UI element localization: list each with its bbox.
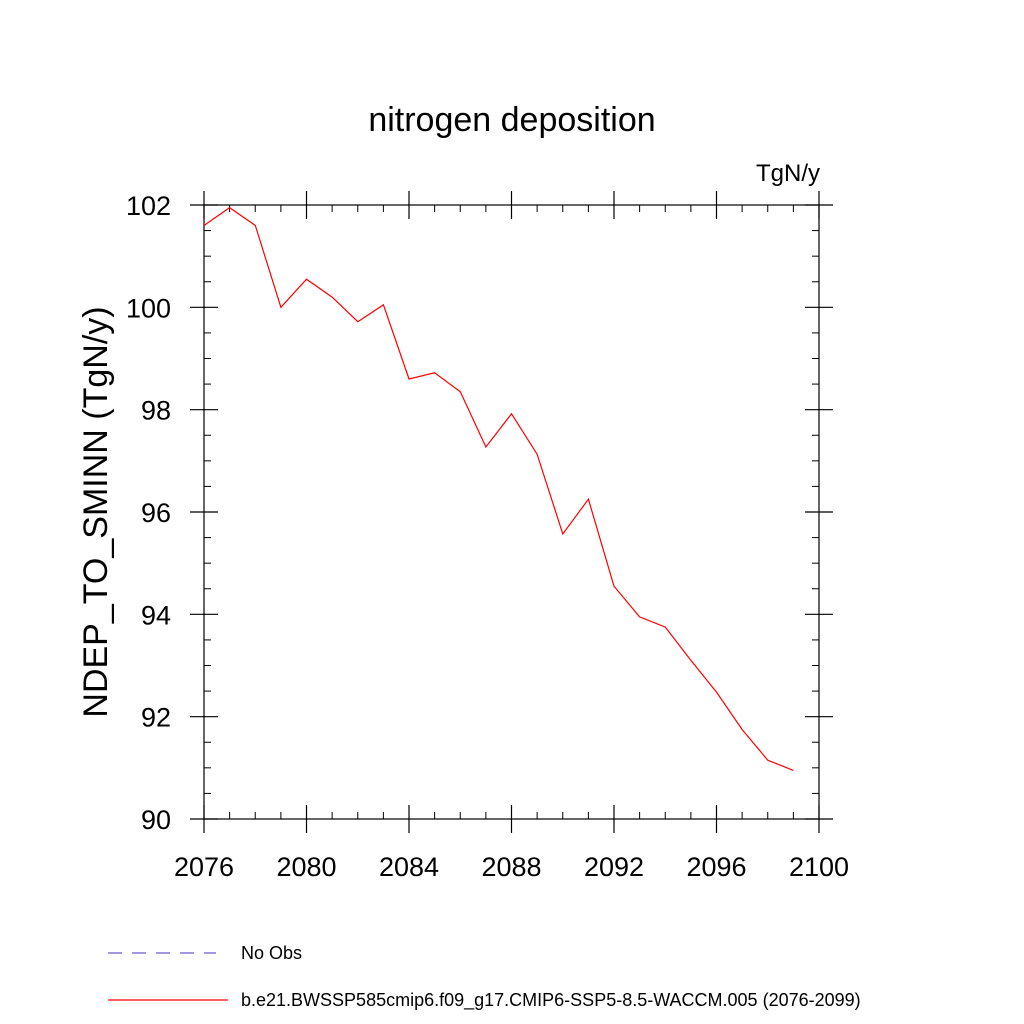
x-tick-label: 2100: [789, 852, 849, 882]
legend: No Obs b.e21.BWSSP585cmip6.f09_g17.CMIP6…: [108, 943, 861, 1011]
y-tick-label: 100: [126, 293, 171, 323]
y-tick-label: 102: [126, 191, 171, 221]
x-tick-label: 2084: [379, 852, 439, 882]
major-ticks: [190, 191, 833, 833]
y-axis-label: NDEP_TO_SMINN (TgN/y): [77, 306, 115, 717]
y-tick-label: 92: [141, 703, 171, 733]
legend-label-model-run: b.e21.BWSSP585cmip6.f09_g17.CMIP6-SSP5-8…: [241, 990, 861, 1011]
x-tick-label: 2076: [174, 852, 234, 882]
x-tick-label: 2092: [584, 852, 644, 882]
plot-frame: [203, 204, 820, 820]
y-tick-label: 90: [141, 805, 171, 835]
series-line: [203, 206, 794, 771]
x-tick-label: 2080: [276, 852, 336, 882]
y-tick-label: 94: [141, 600, 171, 630]
x-tick-labels: 2076 2080 2084 2088 2092 2096 2100: [174, 852, 849, 882]
chart-title: nitrogen deposition: [368, 101, 655, 139]
y-tick-label: 96: [141, 498, 171, 528]
units-label: TgN/y: [756, 160, 820, 187]
x-tick-label: 2088: [481, 852, 541, 882]
y-tick-label: 98: [141, 396, 171, 426]
series-lines: [203, 206, 794, 771]
x-tick-label: 2096: [686, 852, 746, 882]
legend-label-no-obs: No Obs: [241, 943, 302, 963]
y-tick-labels: 90 92 94 96 98 100 102: [126, 191, 171, 835]
minor-ticks: [204, 205, 819, 819]
